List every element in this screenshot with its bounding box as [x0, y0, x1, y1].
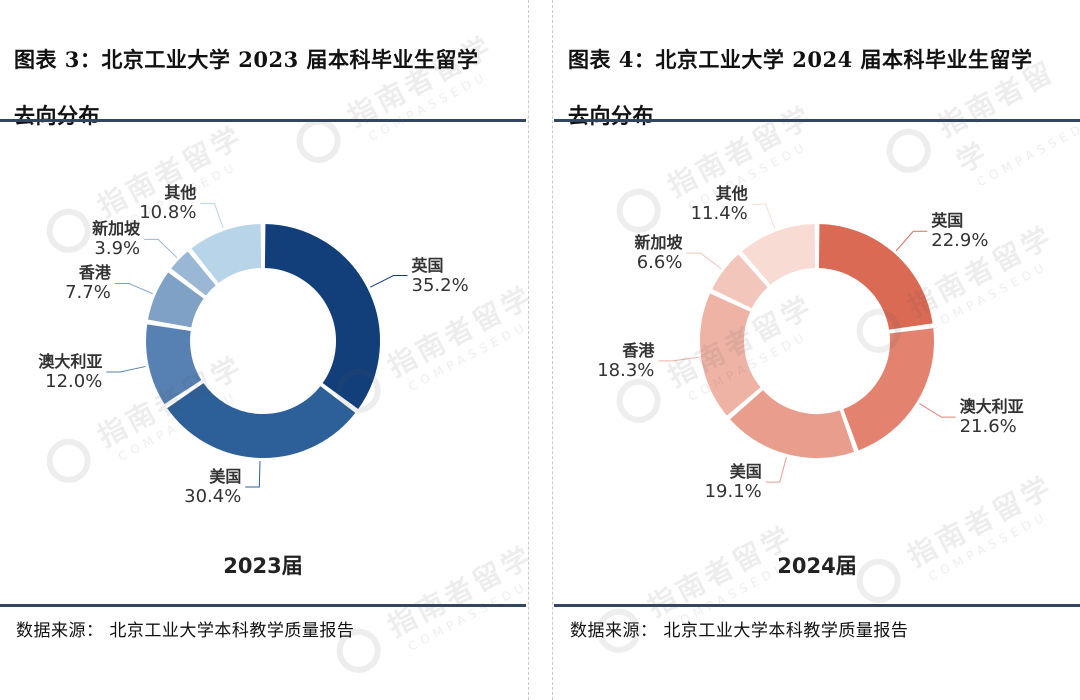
leader-line: [751, 203, 776, 229]
figure-title: 图表 4：北京工业大学 2024 届本科毕业生留学 去向分布: [568, 32, 1073, 144]
slice-label-name: 其他: [715, 184, 748, 204]
donut-slice: [727, 387, 857, 460]
slice-label-name: 其他: [164, 183, 197, 203]
slice-label-name: 澳大利亚: [38, 351, 103, 371]
slice-label: 英国 22.9%: [931, 211, 988, 251]
slice-label-name: 美国: [209, 466, 242, 486]
slice-label-value: 22.9%: [931, 230, 989, 252]
donut-slice: [698, 291, 763, 419]
slice-label-value: 30.4%: [184, 485, 242, 507]
slice-label-value: 18.3%: [597, 359, 655, 381]
donut-svg: [658, 203, 956, 483]
slice-label: 美国 30.4%: [184, 467, 241, 507]
leader-line: [114, 282, 153, 295]
slice-label-name: 香港: [622, 340, 655, 360]
leader-line: [144, 238, 178, 258]
source-note: 数据来源： 北京工业大学本科教学质量报告: [570, 621, 909, 641]
donut-slice: [164, 380, 358, 460]
slice-label: 澳大利亚 12.0%: [38, 352, 102, 392]
leader-line: [765, 456, 787, 483]
donut-slice: [709, 252, 771, 311]
bottom-rule: [0, 604, 526, 607]
top-rule: [0, 119, 526, 122]
slice-label-name: 英国: [931, 211, 964, 231]
donut-chart-2023: 英国 35.2% 美国 30.4% 澳大利亚 12.0% 香港 7.7% 新加坡 3.9% 其他 10…: [0, 122, 526, 604]
source-note: 数据来源： 北京工业大学本科教学质量报告: [16, 621, 355, 641]
slice-label: 澳大利亚 21.6%: [960, 397, 1024, 437]
slice-label: 其他 10.8%: [139, 183, 196, 223]
slice-label: 香港 7.7%: [65, 263, 111, 303]
slice-label-name: 香港: [78, 263, 111, 283]
leader-line: [919, 403, 956, 418]
donut-slice: [262, 222, 382, 412]
slice-label-value: 21.6%: [959, 416, 1017, 438]
figure-title: 图表 3：北京工业大学 2023 届本科毕业生留学 去向分布: [14, 32, 519, 144]
slice-label: 新加坡 6.6%: [634, 233, 682, 273]
donut-slice: [144, 322, 204, 407]
donut-chart-2024: 英国 22.9% 澳大利亚 21.6% 美国 19.1% 香港 18.3% 新加坡 6.6% 其他 1…: [554, 122, 1080, 604]
slice-label: 美国 19.1%: [705, 462, 762, 502]
leader-line: [245, 460, 261, 488]
slice-label-name: 澳大利亚: [959, 397, 1024, 417]
divider-dashes: [528, 0, 529, 700]
slice-label: 其他 11.4%: [691, 184, 748, 224]
slice-label-value: 19.1%: [704, 481, 762, 503]
leader-line: [686, 252, 722, 270]
slice-label-value: 6.6%: [636, 252, 683, 274]
divider-dashes: [552, 0, 553, 700]
donut-svg: [106, 202, 408, 488]
leader-line: [658, 356, 699, 362]
figure-title-line2: 去向分布: [568, 103, 654, 128]
slice-label: 英国 35.2%: [412, 256, 469, 296]
donut-slice: [841, 326, 936, 453]
figure-title-line1: 图表 4：北京工业大学 2024 届本科毕业生留学: [568, 47, 1033, 72]
top-rule: [554, 119, 1080, 122]
donut-slice: [189, 222, 264, 286]
donut-slice: [739, 222, 818, 288]
chart-year-label: 2023届: [223, 554, 303, 578]
slice-label-value: 3.9%: [94, 238, 141, 260]
chart-year-label: 2024届: [777, 554, 857, 578]
slice-label-value: 10.8%: [139, 202, 197, 224]
slice-label-value: 35.2%: [411, 274, 469, 296]
leader-line: [106, 365, 146, 373]
slice-label-name: 英国: [411, 255, 444, 275]
leader-line: [200, 202, 224, 229]
slice-label-name: 美国: [729, 462, 762, 482]
donut-slice: [168, 249, 219, 298]
slice-label-value: 7.7%: [65, 282, 111, 304]
slice-label: 香港 18.3%: [597, 341, 654, 381]
donut-slice: [145, 270, 207, 330]
figure-panel-2023: 图表 3：北京工业大学 2023 届本科毕业生留学 去向分布 英国 35.2% 美国…: [0, 0, 526, 700]
bottom-rule: [554, 604, 1080, 607]
slice-label: 新加坡 3.9%: [92, 219, 140, 259]
slice-label-value: 11.4%: [690, 203, 748, 225]
slice-label-name: 新加坡: [634, 233, 683, 253]
leader-line: [895, 230, 928, 252]
leader-line: [370, 275, 408, 288]
figure-panel-2024: 图表 4：北京工业大学 2024 届本科毕业生留学 去向分布 英国 22.9% 澳大…: [554, 0, 1080, 700]
figure-title-line2: 去向分布: [14, 103, 100, 128]
slice-label-name: 新加坡: [92, 219, 141, 239]
figure-title-line1: 图表 3：北京工业大学 2023 届本科毕业生留学: [14, 47, 479, 72]
slice-label-value: 12.0%: [45, 370, 103, 392]
donut-slice: [816, 222, 935, 332]
